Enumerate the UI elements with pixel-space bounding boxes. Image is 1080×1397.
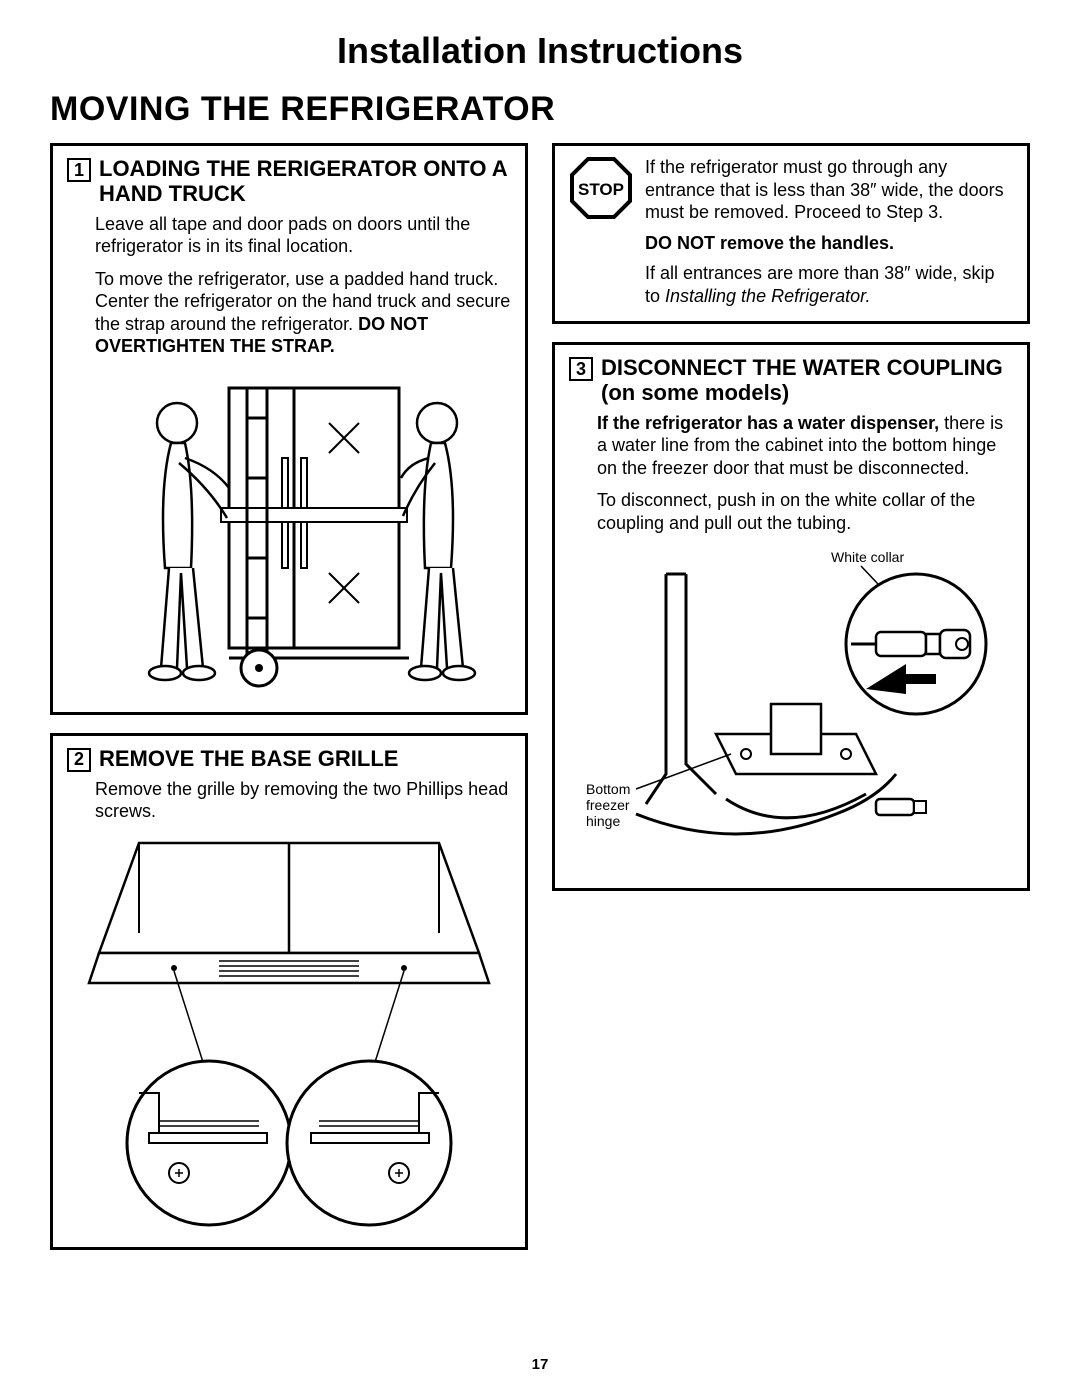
- two-column-layout: 1 LOADING THE RERIGERATOR ONTO A HAND TR…: [50, 143, 1030, 1250]
- step-3-title-text: DISCONNECT THE WATER COUPLING (on some m…: [601, 355, 1013, 406]
- stop-paragraph-1: If the refrigerator must go through any …: [645, 156, 1013, 224]
- step-3-illustration: White collar: [569, 544, 1013, 874]
- stop-panel: STOP If the refrigerator must go through…: [552, 143, 1030, 324]
- step-2-panel: 2 REMOVE THE BASE GRILLE Remove the gril…: [50, 733, 528, 1250]
- step-3-paragraph-2: To disconnect, push in on the white coll…: [597, 489, 1013, 534]
- step-1-paragraph-2: To move the refrigerator, use a padded h…: [95, 268, 511, 358]
- stop-p3-link: Installing the Refrigerator.: [665, 286, 870, 306]
- page-header: Installation Instructions: [50, 30, 1030, 72]
- step-1-panel: 1 LOADING THE RERIGERATOR ONTO A HAND TR…: [50, 143, 528, 715]
- step-1-title: 1 LOADING THE RERIGERATOR ONTO A HAND TR…: [67, 156, 511, 207]
- stop-sign-icon: STOP: [569, 156, 633, 220]
- handtruck-illustration-icon: [99, 368, 479, 698]
- step-3-p1-bold: If the refrigerator has a water dispense…: [597, 413, 939, 433]
- step-3-title: 3 DISCONNECT THE WATER COUPLING (on some…: [569, 355, 1013, 406]
- white-collar-label: White collar: [831, 549, 904, 565]
- step-1-p2-text: To move the refrigerator, use a padded h…: [95, 269, 510, 334]
- step-3-panel: 3 DISCONNECT THE WATER COUPLING (on some…: [552, 342, 1030, 891]
- step-1-illustration: [67, 368, 511, 698]
- hinge-label-l3: hinge: [586, 813, 620, 829]
- step-2-illustration: [67, 833, 511, 1233]
- step-3-number-icon: 3: [569, 357, 593, 381]
- step-1-number-icon: 1: [67, 158, 91, 182]
- page-number: 17: [0, 1356, 1080, 1373]
- step-2-paragraph-1: Remove the grille by removing the two Ph…: [95, 778, 511, 823]
- right-column: STOP If the refrigerator must go through…: [552, 143, 1030, 1250]
- stop-paragraph-2: DO NOT remove the handles.: [645, 232, 1013, 255]
- base-grille-illustration-icon: [79, 833, 499, 1233]
- water-coupling-illustration-icon: White collar: [576, 544, 1006, 874]
- step-2-title-text: REMOVE THE BASE GRILLE: [99, 746, 511, 771]
- hinge-label-l2: freezer: [586, 797, 630, 813]
- hinge-label-l1: Bottom: [586, 781, 630, 797]
- stop-paragraph-3: If all entrances are more than 38″ wide,…: [645, 262, 1013, 307]
- step-2-number-icon: 2: [67, 748, 91, 772]
- step-1-title-text: LOADING THE RERIGERATOR ONTO A HAND TRUC…: [99, 156, 511, 207]
- step-3-paragraph-1: If the refrigerator has a water dispense…: [597, 412, 1013, 480]
- step-2-title: 2 REMOVE THE BASE GRILLE: [67, 746, 511, 772]
- step-1-paragraph-1: Leave all tape and door pads on doors un…: [95, 213, 511, 258]
- section-title: MOVING THE REFRIGERATOR: [50, 90, 1030, 129]
- left-column: 1 LOADING THE RERIGERATOR ONTO A HAND TR…: [50, 143, 528, 1250]
- stop-sign-label: STOP: [578, 180, 624, 199]
